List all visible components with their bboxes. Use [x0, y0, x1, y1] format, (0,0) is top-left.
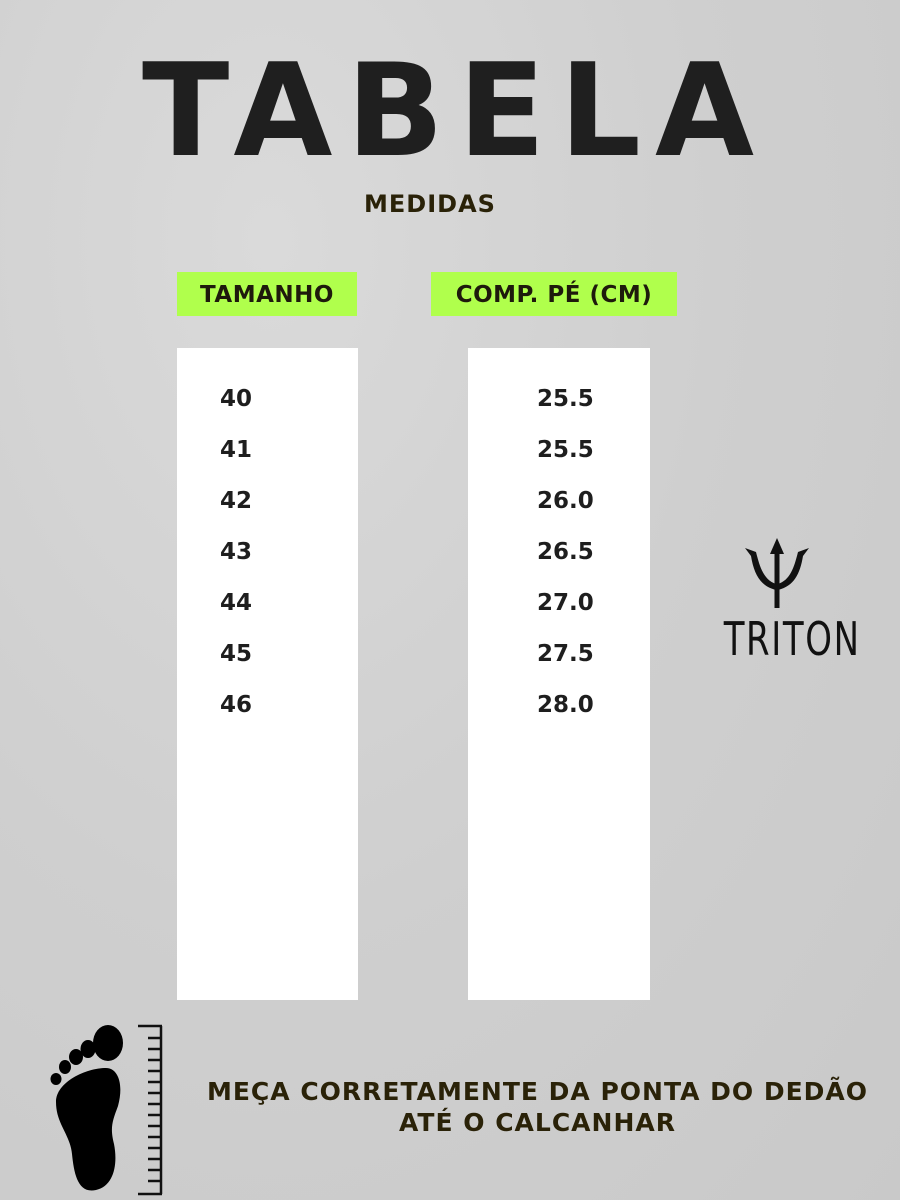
length-cell: 25.5 — [537, 386, 594, 412]
header-size: TAMANHO — [177, 272, 357, 316]
length-list: 25.5 25.5 26.0 26.5 27.0 27.5 28.0 — [537, 374, 594, 731]
size-list: 40 41 42 43 44 45 46 — [220, 374, 252, 731]
instruction-line-1: MEÇA CORRETAMENTE DA PONTA DO DEDÃO — [206, 1077, 869, 1106]
length-column — [468, 348, 650, 1000]
footprint-icon — [50, 1025, 123, 1191]
length-cell: 27.0 — [537, 590, 594, 616]
size-cell: 42 — [220, 488, 253, 514]
instruction-line-2: ATÉ O CALCANHAR — [399, 1108, 676, 1137]
length-cell: 28.0 — [537, 692, 594, 718]
ruler-icon — [138, 1024, 163, 1196]
length-cell: 26.5 — [537, 539, 594, 565]
size-cell: 43 — [220, 539, 253, 565]
length-cell: 25.5 — [537, 437, 594, 463]
size-cell: 46 — [220, 692, 253, 718]
size-cell: 40 — [220, 386, 253, 412]
size-cell: 41 — [220, 437, 253, 463]
size-cell: 44 — [220, 590, 253, 616]
header-length: COMP. PÉ (CM) — [431, 272, 677, 316]
brand-name: TRITON — [723, 612, 861, 666]
page-subtitle: MEDIDAS — [364, 190, 496, 218]
size-cell: 45 — [220, 641, 253, 667]
length-cell: 26.0 — [537, 488, 594, 514]
length-cell: 27.5 — [537, 641, 594, 667]
page-title: TABELA — [141, 37, 769, 186]
brand-logo: TRITON — [712, 538, 861, 666]
measuring-instruction: MEÇA CORRETAMENTE DA PONTA DO DEDÃO ATÉ … — [190, 1076, 885, 1138]
size-column — [177, 348, 358, 1000]
trident-icon — [745, 538, 809, 608]
